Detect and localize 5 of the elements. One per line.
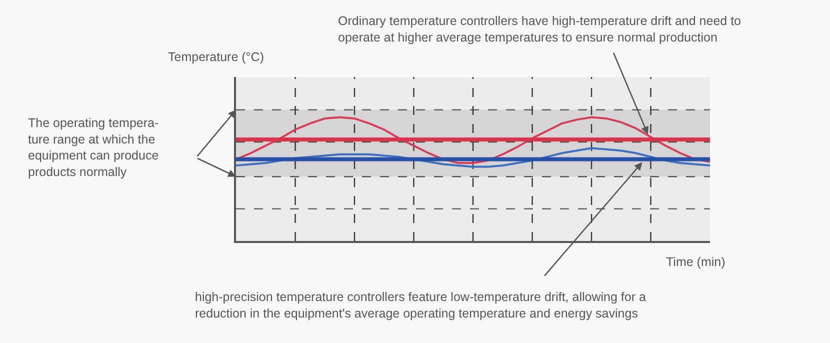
x-axis-title: Time (min) xyxy=(666,255,726,269)
text: high-precision temperature controllers feature low-temperature drift, allowing for a reduction in the equipment's average operating temperature and energy savings xyxy=(195,290,646,320)
text: Ordinary temperature controllers have high-temperature drift and need to operate at higher average temperatures to ensure normal production xyxy=(338,14,742,44)
y-axis-title: Temperature (°C) xyxy=(168,50,264,64)
text: The operating tempera- ture range at which the equipment can produce products normally xyxy=(28,116,159,179)
